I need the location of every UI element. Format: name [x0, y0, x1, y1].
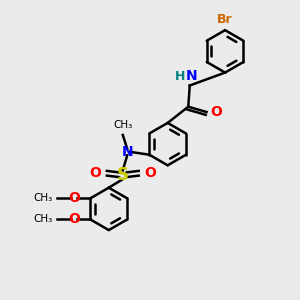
Text: O: O: [68, 212, 80, 226]
Text: O: O: [90, 166, 102, 180]
Text: CH₃: CH₃: [34, 193, 53, 203]
Text: N: N: [122, 145, 133, 159]
Text: Br: Br: [217, 13, 233, 26]
Text: O: O: [68, 191, 80, 205]
Text: O: O: [210, 105, 222, 119]
Text: O: O: [144, 166, 156, 180]
Text: CH₃: CH₃: [113, 120, 132, 130]
Text: H: H: [175, 70, 185, 83]
Text: S: S: [117, 166, 129, 184]
Text: CH₃: CH₃: [34, 214, 53, 224]
Text: N: N: [185, 69, 197, 82]
